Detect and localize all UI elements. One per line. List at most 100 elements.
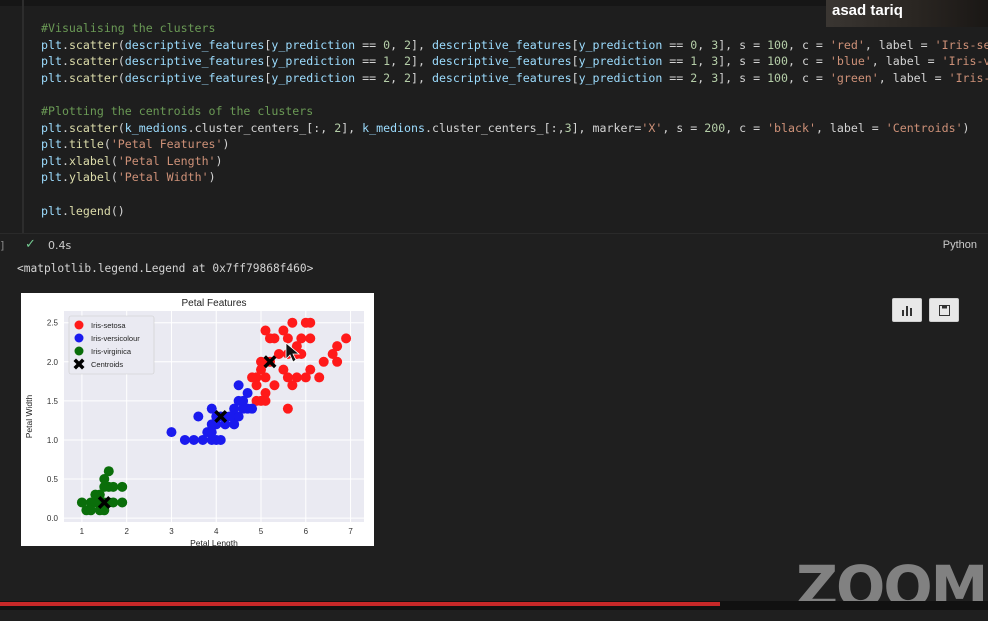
iris-setosa-point	[282, 372, 293, 383]
speaker-name: asad tariq	[832, 2, 903, 19]
cell-output-text: <matplotlib.legend.Legend at 0x7ff79868f…	[17, 262, 314, 275]
iris-setosa-point	[296, 333, 307, 344]
language-label[interactable]: Python	[942, 239, 977, 251]
x-tick-label: 3	[169, 527, 174, 536]
code-line[interactable]: #Visualising the clusters	[41, 21, 216, 35]
iris-virginica-point	[94, 505, 105, 516]
iris-setosa-point	[278, 364, 289, 375]
y-tick-label: 0.0	[47, 514, 59, 523]
top-strip	[0, 0, 826, 6]
iris-versicolour-point	[233, 380, 244, 391]
code-line[interactable]: plt.scatter(descriptive_features[y_predi…	[41, 70, 988, 85]
code-line[interactable]: plt.ylabel('Petal Width')	[41, 170, 216, 185]
iris-setosa-point	[269, 380, 280, 391]
y-tick-label: 2.0	[47, 358, 59, 367]
iris-versicolour-point	[220, 419, 231, 430]
check-icon: ✓	[25, 237, 36, 252]
code-line[interactable]: plt.scatter(k_medions.cluster_centers_[:…	[41, 120, 970, 135]
legend-label: Centroids	[91, 360, 123, 369]
iris-versicolour-point	[188, 434, 199, 445]
y-tick-label: 1.5	[47, 397, 59, 406]
iris-versicolour-point	[166, 427, 177, 438]
iris-setosa-point	[247, 372, 258, 383]
iris-versicolour-point	[229, 419, 240, 430]
x-axis-label: Petal Length	[190, 538, 238, 546]
y-tick-label: 0.5	[47, 475, 59, 484]
save-icon[interactable]	[929, 298, 959, 322]
y-tick-label: 1.0	[47, 436, 59, 445]
code-line[interactable]: #Plotting the centroids of the clusters	[41, 103, 314, 118]
iris-virginica-point	[99, 474, 110, 485]
legend-box	[68, 315, 155, 375]
code-line[interactable]: plt.scatter(descriptive_features[y_predi…	[41, 37, 988, 52]
iris-versicolour-point	[197, 434, 208, 445]
iris-setosa-point	[287, 317, 298, 328]
iris-setosa-point	[300, 372, 311, 383]
iris-virginica-point	[117, 497, 128, 508]
iris-setosa-point	[291, 341, 302, 352]
iris-setosa-point	[260, 325, 271, 336]
iris-setosa-point	[260, 388, 271, 399]
iris-versicolour-point	[179, 434, 190, 445]
code-line[interactable]: plt.scatter(descriptive_features[y_predi…	[41, 54, 988, 69]
iris-setosa-point	[256, 364, 267, 375]
iris-versicolour-point	[247, 403, 258, 414]
iris-setosa-point	[282, 333, 293, 344]
code-editor[interactable]: #Visualising the clusters plt.scatter(des…	[41, 20, 988, 219]
iris-setosa-point	[305, 364, 316, 375]
iris-setosa-point	[332, 356, 343, 367]
iris-versicolour-point	[229, 403, 240, 414]
chart-title: Petal Features	[181, 298, 246, 309]
bar-chart-icon[interactable]	[892, 298, 922, 322]
iris-virginica-point	[103, 466, 114, 477]
code-line[interactable]: plt.title('Petal Features')	[41, 137, 230, 152]
iris-setosa-point	[318, 356, 329, 367]
y-axis-label: Petal Width	[24, 394, 34, 438]
iris-setosa-point	[273, 348, 284, 359]
iris-setosa-point	[332, 341, 343, 352]
iris-versicolour-point	[206, 427, 217, 438]
code-line[interactable]: plt.xlabel('Petal Length')	[41, 153, 223, 168]
iris-setosa-point	[291, 372, 302, 383]
x-tick-label: 1	[80, 527, 85, 536]
progress-strip	[0, 602, 720, 606]
iris-setosa-point	[305, 333, 316, 344]
iris-setosa-point	[251, 380, 262, 391]
iris-virginica-point	[90, 489, 101, 500]
x-tick-label: 6	[304, 527, 309, 536]
legend-marker	[74, 346, 84, 356]
legend-label: Iris-virginica	[91, 347, 132, 356]
code-line[interactable]: plt.legend()	[41, 203, 125, 218]
iris-setosa-point	[251, 395, 262, 406]
x-tick-label: 5	[259, 527, 264, 536]
iris-setosa-point	[305, 317, 316, 328]
participant-video-tile[interactable]	[826, 0, 988, 27]
centroid-marker	[263, 355, 277, 369]
code-line[interactable]	[41, 86, 988, 103]
iris-versicolour-point	[206, 419, 217, 430]
x-tick-label: 4	[214, 527, 219, 536]
legend-label: Iris-versicolour	[91, 334, 140, 343]
iris-virginica-point	[85, 505, 96, 516]
iris-setosa-point	[282, 403, 293, 414]
iris-setosa-point	[260, 372, 271, 383]
iris-setosa-point	[264, 333, 275, 344]
mouse-cursor-icon	[285, 342, 301, 363]
iris-setosa-point	[278, 325, 289, 336]
code-line[interactable]	[41, 186, 988, 203]
iris-setosa-point	[296, 348, 307, 359]
code-cell[interactable]: #Visualising the clusters plt.scatter(des…	[0, 0, 988, 233]
centroid-marker	[97, 495, 111, 509]
iris-virginica-point	[117, 481, 128, 492]
iris-setosa-point	[260, 395, 271, 406]
cell-bracket: ]	[0, 239, 5, 252]
iris-virginica-point	[108, 481, 119, 492]
iris-versicolour-point	[193, 411, 204, 422]
iris-virginica-point	[108, 497, 119, 508]
legend-centroid-marker	[73, 358, 85, 370]
x-tick-label: 2	[124, 527, 129, 536]
iris-setosa-point	[341, 333, 352, 344]
y-tick-label: 2.5	[47, 319, 59, 328]
x-tick-label: 7	[348, 527, 353, 536]
iris-setosa-point	[287, 380, 298, 391]
